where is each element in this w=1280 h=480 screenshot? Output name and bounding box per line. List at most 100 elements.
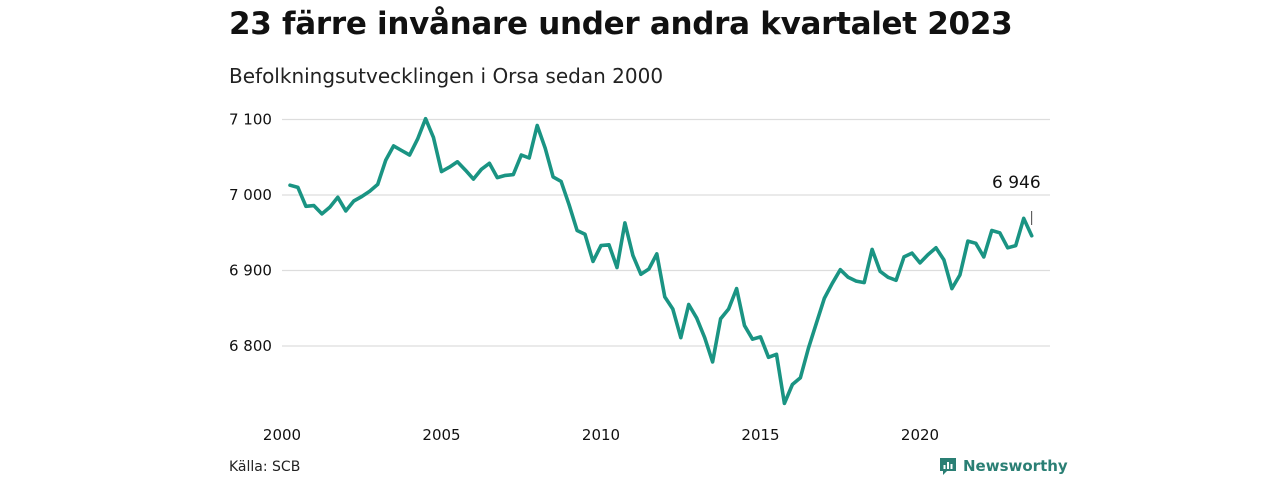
data-point (647, 267, 651, 271)
data-point (1014, 244, 1018, 248)
data-point (870, 247, 874, 251)
data-point (743, 324, 746, 328)
data-point (583, 232, 587, 236)
data-point (623, 221, 627, 225)
data-point (511, 173, 515, 177)
data-point (535, 124, 539, 127)
data-point (942, 258, 946, 262)
data-point (798, 376, 802, 380)
data-point (846, 275, 850, 279)
data-point (655, 252, 659, 256)
series-layer (288, 116, 1034, 406)
data-point (814, 321, 818, 325)
data-point (902, 255, 906, 259)
data-point (551, 175, 555, 179)
y-tick-label: 6 900 (229, 262, 272, 280)
data-point (894, 278, 898, 282)
x-tick-label: 2010 (582, 426, 620, 444)
data-point (711, 360, 715, 364)
data-point (495, 176, 499, 180)
data-point (320, 212, 324, 216)
data-point (543, 146, 547, 150)
data-point (400, 149, 404, 152)
data-point (424, 117, 428, 121)
data-point (695, 316, 699, 320)
data-point (703, 336, 707, 340)
data-point (719, 317, 723, 321)
data-point (782, 401, 786, 405)
data-point (775, 352, 778, 356)
data-point (455, 160, 459, 164)
data-point (519, 153, 523, 157)
data-point (304, 204, 308, 208)
data-point (806, 346, 810, 350)
data-point (958, 273, 962, 277)
data-point (615, 266, 619, 269)
end-value-label: 6 946 (992, 173, 1041, 193)
data-point (998, 231, 1002, 235)
data-point (751, 337, 754, 341)
data-point (918, 261, 922, 265)
data-point (982, 255, 986, 259)
data-point (328, 205, 332, 209)
data-point (344, 209, 348, 213)
data-point (448, 165, 451, 169)
source-note: Källa: SCB (229, 459, 301, 475)
brand-logo[interactable]: Newsworthy (938, 456, 1068, 476)
data-point (1030, 234, 1034, 238)
chart-title: 23 färre invånare under andra kvartalet … (229, 6, 1013, 42)
gridlines (282, 118, 1050, 347)
data-point (360, 195, 364, 198)
data-point (487, 161, 491, 165)
data-point (878, 269, 882, 273)
data-point (767, 355, 770, 359)
data-point (527, 156, 531, 160)
data-point (950, 287, 954, 291)
data-point (838, 268, 842, 272)
data-point (567, 203, 571, 207)
data-point (352, 199, 356, 203)
y-tick-label: 6 800 (229, 337, 272, 355)
data-point (575, 229, 579, 232)
bar-chart-icon (940, 458, 956, 475)
data-point (463, 168, 467, 172)
chart-subtitle: Befolkningsutvecklingen i Orsa sedan 200… (229, 64, 664, 88)
data-point (671, 307, 675, 311)
y-tick-label: 7 100 (229, 111, 272, 129)
series-line-0 (288, 116, 1034, 406)
data-point (854, 279, 858, 283)
data-point (416, 137, 420, 141)
data-point (735, 287, 739, 291)
x-axis-ticks: 2000 2005 2010 2015 2020 (263, 426, 939, 444)
data-point (687, 303, 691, 306)
data-point (759, 335, 762, 339)
data-point (631, 253, 635, 257)
data-point (384, 158, 388, 162)
data-point (790, 383, 794, 386)
data-point (392, 144, 396, 148)
data-point (990, 229, 994, 232)
data-point (974, 241, 978, 245)
data-point (296, 185, 300, 189)
data-point (408, 153, 412, 157)
data-point (288, 183, 292, 187)
data-point (336, 195, 340, 199)
data-point (926, 253, 930, 257)
data-point (559, 179, 563, 183)
data-point (679, 336, 683, 340)
data-point (910, 251, 914, 255)
data-point (312, 204, 316, 208)
data-point (607, 243, 611, 247)
data-point (440, 170, 443, 174)
data-point (639, 272, 643, 276)
brand-name: Newsworthy (963, 457, 1068, 475)
data-point (471, 177, 475, 181)
data-point (663, 295, 667, 299)
data-point (376, 182, 380, 186)
data-point (1022, 216, 1026, 220)
data-point (599, 244, 603, 248)
data-point (830, 281, 834, 285)
y-axis-ticks: 6 800 6 900 7 000 7 100 (229, 111, 272, 356)
data-point (591, 259, 595, 263)
